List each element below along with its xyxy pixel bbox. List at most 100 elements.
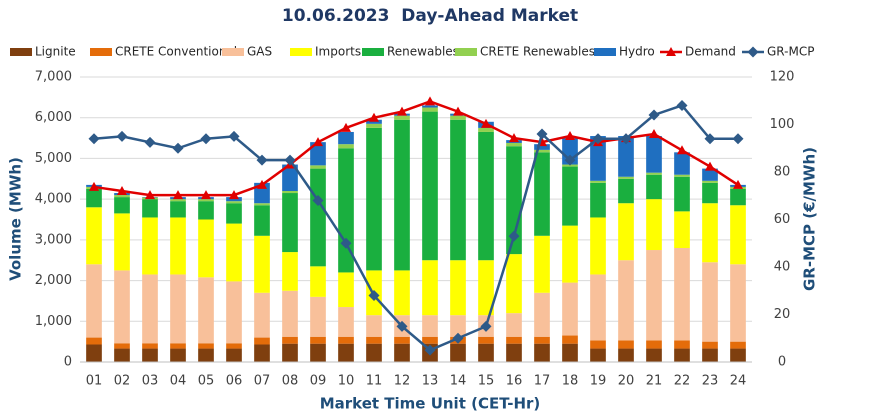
bar-segment — [282, 290, 298, 337]
point-marker — [705, 161, 715, 171]
bar-segment — [338, 336, 354, 344]
x-tick-label: 20 — [618, 374, 635, 389]
bar-segment — [534, 292, 550, 337]
bar-segment — [478, 127, 494, 132]
point-marker — [481, 118, 491, 128]
x-tick-label: 13 — [422, 374, 439, 389]
point-marker — [592, 133, 604, 145]
point-marker — [480, 320, 492, 332]
legend-label: GAS — [247, 45, 272, 59]
bar-segment — [170, 348, 186, 362]
bar-segment — [618, 178, 634, 204]
point-marker — [733, 179, 743, 189]
bar-segment — [562, 225, 578, 283]
bar-segment — [366, 127, 382, 271]
bar-segment — [198, 219, 214, 278]
bar-segment — [674, 152, 690, 175]
bar-segment — [142, 217, 158, 275]
point-marker — [172, 142, 184, 154]
bar-segment — [422, 315, 438, 337]
chart-title: 10.06.2023 Day-Ahead Market — [282, 6, 578, 26]
bar-segment — [282, 193, 298, 253]
bar-segment — [618, 340, 634, 349]
bar-segment — [114, 343, 130, 349]
x-tick-label: 03 — [142, 374, 159, 389]
bar-segment — [702, 203, 718, 263]
bar-segment — [86, 207, 102, 265]
bar-segment — [534, 144, 550, 150]
bar-segment — [506, 313, 522, 337]
point-marker — [88, 133, 100, 145]
bar-segment — [618, 260, 634, 341]
bar-segment — [170, 217, 186, 275]
bar-segment — [422, 336, 438, 344]
bar-segment — [170, 274, 186, 344]
bar-segment — [310, 343, 326, 362]
y2-tick-label: 0 — [778, 355, 786, 370]
bar-segment — [478, 260, 494, 316]
bar-segment — [618, 203, 634, 261]
bar-segment — [394, 343, 410, 362]
bar-segment — [114, 270, 130, 344]
bar-segment — [674, 176, 690, 212]
bar-segment — [702, 168, 718, 181]
point-marker — [564, 154, 576, 166]
point-marker — [649, 129, 659, 138]
bar-segment — [254, 205, 270, 236]
bar-segment — [282, 252, 298, 291]
y-tick-label: 1,000 — [35, 314, 72, 329]
bar-segment — [730, 205, 746, 265]
point-marker — [424, 344, 436, 356]
point-marker — [284, 154, 296, 166]
y2-axis-title: GR-MCP (€/MWh) — [801, 147, 819, 291]
bar-segment — [282, 164, 298, 191]
bar-segment — [198, 201, 214, 220]
x-tick-label: 15 — [478, 374, 495, 389]
bar-segment — [394, 119, 410, 271]
point-marker — [256, 154, 268, 166]
legend-swatch — [10, 48, 32, 56]
x-tick-label: 17 — [534, 374, 551, 389]
bar-segment — [142, 348, 158, 362]
x-tick-label: 08 — [282, 374, 299, 389]
legend-swatch — [222, 48, 244, 56]
bar-segment — [702, 341, 718, 349]
y2-tick-label: 20 — [774, 307, 791, 322]
bar-segment — [86, 188, 102, 208]
bar-segment — [478, 336, 494, 344]
bar-segment — [254, 337, 270, 345]
point-marker — [536, 128, 548, 140]
point-marker — [396, 320, 408, 332]
bar-segment — [114, 195, 130, 198]
legend-marker — [666, 47, 676, 56]
bar-segment — [422, 105, 438, 108]
bar-segment — [478, 131, 494, 261]
bar-segment — [450, 315, 466, 337]
bar-segment — [226, 343, 242, 349]
x-tick-label: 21 — [646, 374, 663, 389]
legend-label: CRETE Renewables — [480, 45, 595, 59]
point-marker — [144, 136, 156, 148]
bar-segment — [590, 182, 606, 218]
point-marker — [173, 190, 183, 200]
bar-segment — [730, 348, 746, 362]
point-marker — [117, 186, 127, 195]
bar-segment — [254, 344, 270, 362]
bar-segment — [590, 180, 606, 183]
bar-segment — [226, 348, 242, 362]
bar-segment — [422, 107, 438, 112]
bar-segment — [310, 336, 326, 344]
x-tick-label: 23 — [702, 374, 719, 389]
bar-segment — [142, 199, 158, 218]
point-marker — [732, 133, 744, 145]
point-marker — [676, 100, 688, 111]
x-tick-label: 07 — [254, 374, 271, 389]
bar-segment — [590, 348, 606, 362]
x-tick-label: 18 — [562, 374, 579, 389]
x-tick-label: 01 — [86, 374, 103, 389]
bar-segment — [506, 142, 522, 147]
bar-segment — [562, 343, 578, 362]
bar-segment — [618, 176, 634, 179]
bar-segment — [114, 348, 130, 362]
bar-segment — [506, 343, 522, 362]
